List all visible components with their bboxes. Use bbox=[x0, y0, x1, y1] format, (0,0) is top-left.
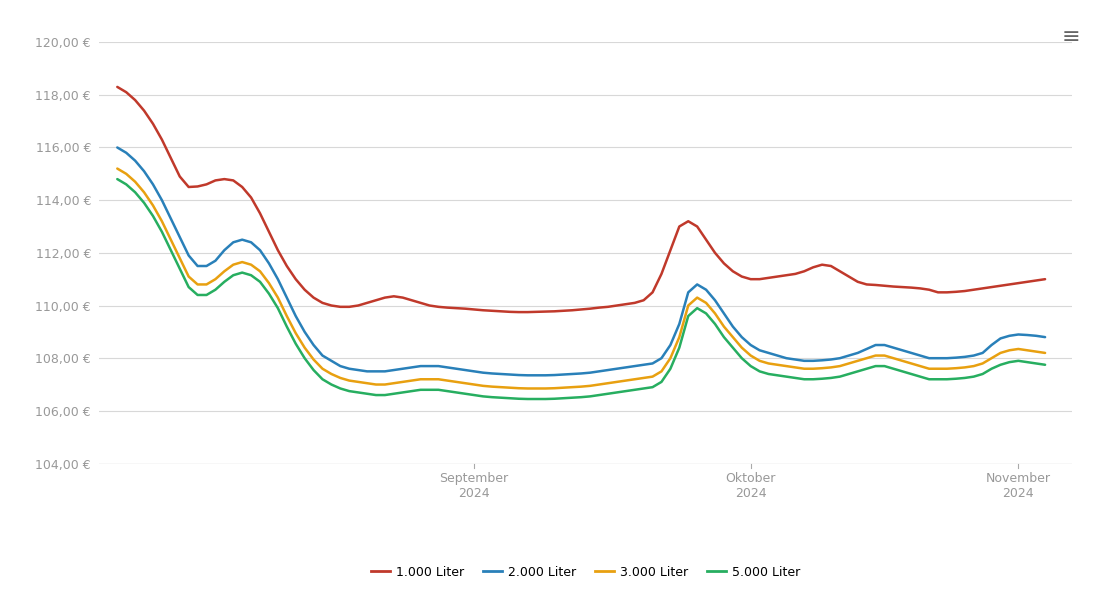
Text: ≡: ≡ bbox=[1062, 27, 1081, 47]
Legend: 1.000 Liter, 2.000 Liter, 3.000 Liter, 5.000 Liter: 1.000 Liter, 2.000 Liter, 3.000 Liter, 5… bbox=[366, 560, 806, 584]
